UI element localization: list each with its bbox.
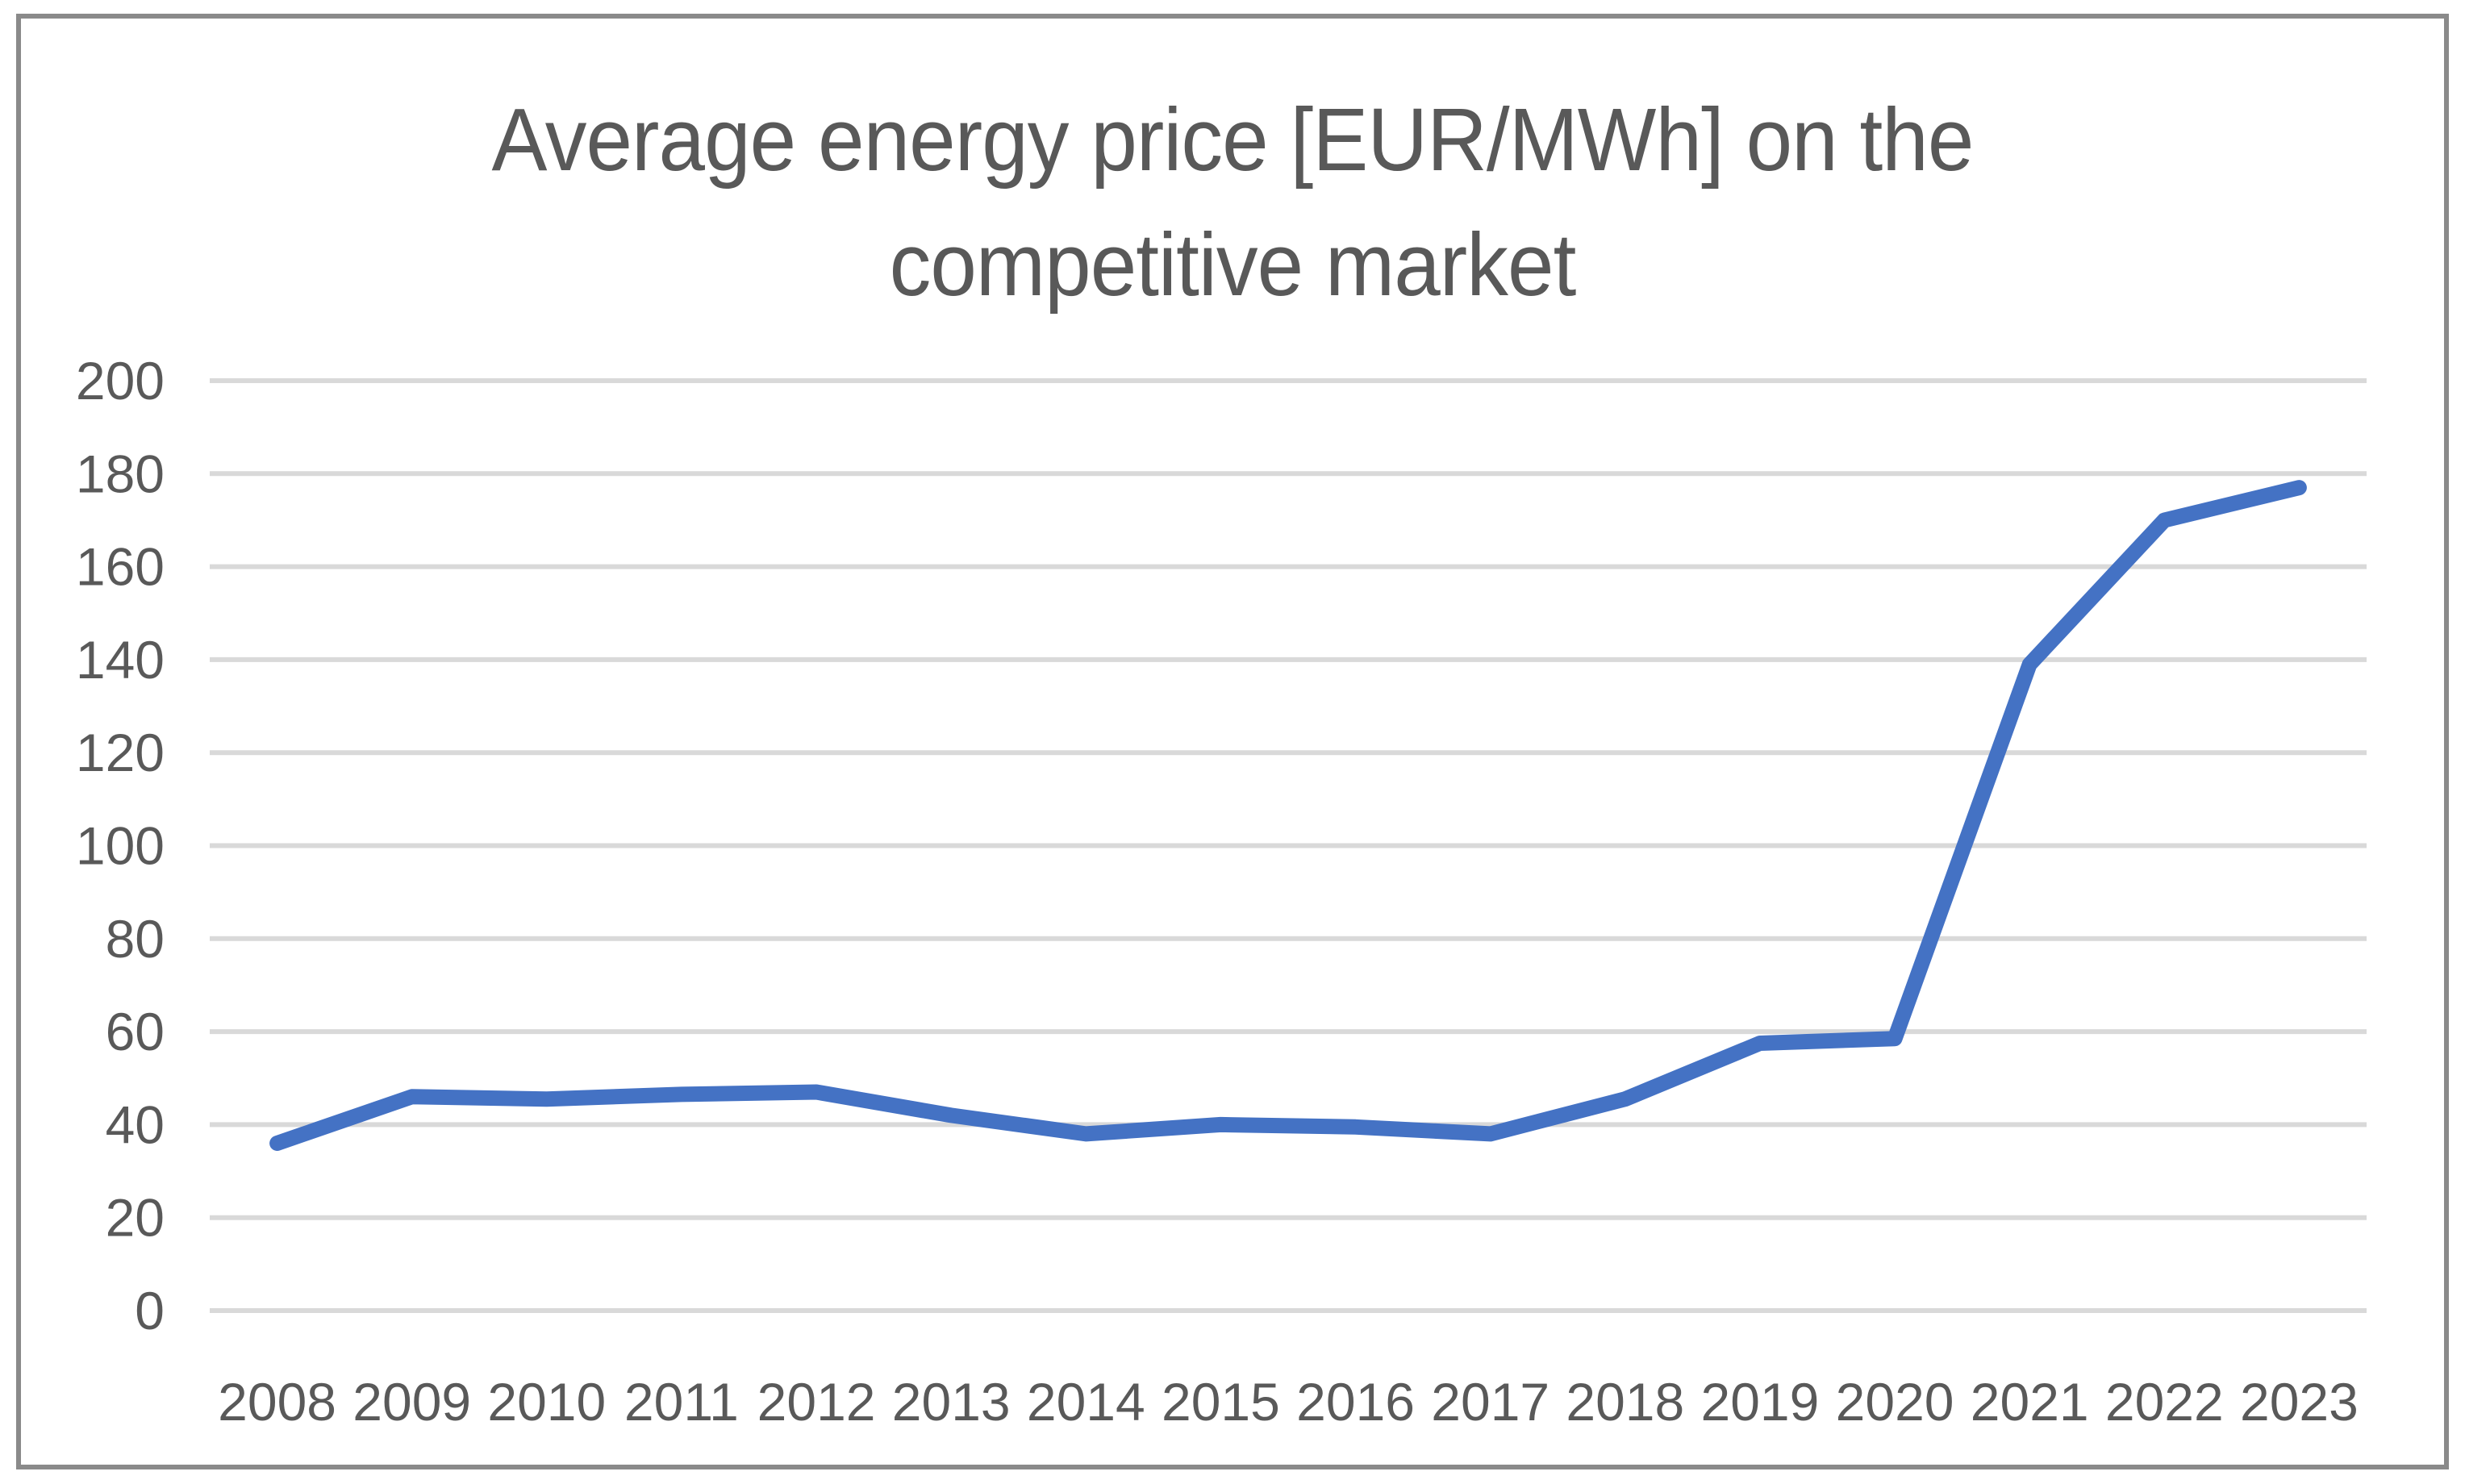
x-axis-tick-label: 2009: [352, 1372, 471, 1432]
chart-title-line-1: Average energy price [EUR/MWh] on the: [491, 90, 1975, 190]
y-axis-tick-label: 80: [106, 909, 165, 969]
x-axis-tick-label: 2020: [1836, 1372, 1954, 1432]
x-axis-tick-label: 2011: [624, 1372, 739, 1432]
data-series-line: [269, 480, 2307, 1151]
x-axis-tick-label: 2010: [487, 1372, 606, 1432]
y-axis-tick-label: 180: [76, 444, 165, 503]
x-axis-tick-label: 2013: [892, 1372, 1011, 1432]
y-axis-tick-label: 20: [106, 1188, 165, 1248]
y-axis-tick-label: 160: [76, 537, 165, 597]
y-axis-tick-label: 140: [76, 630, 165, 690]
x-axis-tick-label: 2015: [1162, 1372, 1280, 1432]
x-axis-tick-label: 2022: [2105, 1372, 2224, 1432]
y-axis-tick-label: 200: [76, 351, 165, 411]
x-axis-tick-label: 2014: [1027, 1372, 1145, 1432]
y-axis-tick-label: 120: [76, 723, 165, 782]
x-axis-tick-label: 2017: [1431, 1372, 1549, 1432]
chart-title-line-2: competitive market: [889, 215, 1577, 315]
y-axis-tick-label: 60: [106, 1002, 165, 1061]
y-axis-tick-label: 40: [106, 1094, 165, 1154]
x-axis-tick-label: 2021: [1971, 1372, 2089, 1432]
x-axis-tick-label: 2016: [1296, 1372, 1415, 1432]
x-axis-tick-label: 2018: [1566, 1372, 1684, 1432]
x-axis-tick-label: 2019: [1700, 1372, 1819, 1432]
y-axis-tick-label: 0: [135, 1281, 165, 1340]
y-axis-tick-label: 100: [76, 816, 165, 876]
chart-border-frame: [16, 14, 2449, 1469]
x-axis-tick-label: 2023: [2240, 1372, 2359, 1432]
chart-title: Average energy price [EUR/MWh] on the co…: [74, 77, 2392, 327]
x-axis-tick-label: 2012: [757, 1372, 876, 1432]
x-axis-tick-label: 2008: [218, 1372, 336, 1432]
